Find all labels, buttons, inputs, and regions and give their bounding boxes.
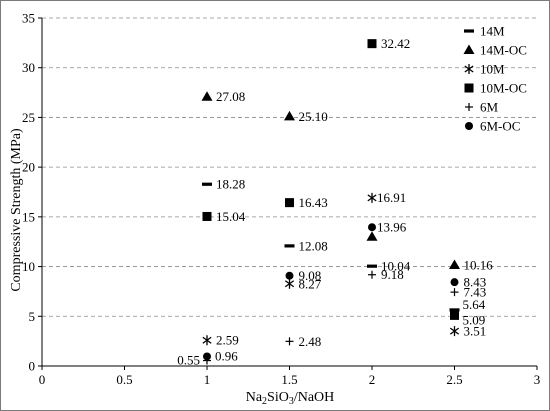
ticks: 0 5 10 15 20 25 30 35 0 0.5 1 1.5 2 2.5 3 [22,11,540,388]
x-axis-title-part2: SiO [267,390,289,405]
point-6M-OC-1.5 [285,271,294,280]
point-10M-2 [367,192,377,203]
legend-marker-6M-OC [465,122,473,130]
x-axis-title: Na2SiO3/NaOH [246,390,335,407]
point-10M-1 [202,335,212,346]
point-10M-OC-1 [202,211,212,221]
y-tick-label-25: 25 [22,110,35,125]
point-6M-2.5 [450,288,459,297]
legend-label-10M: 10M [480,62,505,77]
data-label-14M-2.5: 5.64 [463,297,486,312]
point-6M-OC-2.5 [450,278,459,287]
y-tick-label-35: 35 [22,11,35,26]
data-label-10M-1: 2.59 [216,333,239,348]
y-tick-label-15: 15 [22,209,35,224]
point-10M-OC-2.5 [450,310,459,320]
x-axis-title-sub1: 2 [262,396,267,407]
data-label-10M-2.5: 3.51 [464,324,487,339]
data-label-14M-OC-1: 27.08 [216,89,245,104]
point-14M-OC-1 [201,91,213,101]
data-label-6M-OC-1.5: 9.08 [299,268,322,283]
x-tick-label-0.5: 0.5 [116,372,132,387]
data-label-10M-OC-1: 15.04 [216,209,246,224]
legend: 14M 14M-OC 10M 10M-OC 6M 6M-OC [463,24,527,134]
x-tick-label-1: 1 [204,372,211,387]
point-14M-2 [367,264,377,268]
legend-marker-10M-OC [464,83,474,93]
data-label-6M-OC-1: 0.96 [215,348,238,363]
legend-marker-14M-OC [463,44,475,54]
x-axis-title-part1: Na [246,390,263,405]
data-label-6M-2.5: 7.43 [464,285,487,300]
y-axis-title: Compressive Strength (MPa) [9,128,24,292]
legend-label-14M-OC: 14M-OC [480,43,527,58]
data-label-6M-2: 9.18 [381,267,404,282]
y-tick-label-0: 0 [29,359,36,374]
data-label-10M-2: 16.91 [377,190,406,205]
point-6M-OC-2 [368,223,376,232]
legend-label-6M-OC: 6M-OC [480,119,520,134]
data-label-10M-OC-1.5: 16.43 [299,195,328,210]
x-axis-title-sub2: 3 [289,396,294,407]
point-6M-OC-1 [203,352,211,361]
data-label-6M-OC-2.5: 8.43 [464,275,487,290]
y-tick-label-5: 5 [29,309,36,324]
data-label-6M-1.5: 2.48 [299,334,322,349]
x-axis-title-part3: /NaOH [294,390,334,405]
legend-marker-6M [465,103,473,111]
data-labels: 18.28 12.08 10.04 5.64 27.08 25.10 10.16 2.59 8.… [177,36,493,367]
x-tick-label-1.5: 1.5 [281,372,297,387]
data-label-14M-2: 10.04 [381,259,411,274]
x-tick-label-0: 0 [39,372,46,387]
legend-label-14M: 14M [480,24,505,39]
y-tick-label-30: 30 [22,60,35,75]
point-14M-OC-1.5 [284,110,295,121]
data-marks [201,39,460,365]
x-tick-label-3: 3 [534,372,541,387]
legend-label-6M: 6M [480,100,499,115]
data-label-14M-OC-2.5: 10.16 [464,257,494,272]
data-label-10M-1.5: 8.27 [299,276,322,291]
legend-marker-10M [464,64,474,74]
data-label-14M-1: 18.28 [216,177,245,192]
data-label-14M-1.5: 12.08 [299,238,328,253]
point-6M-1.5 [285,337,294,346]
data-label-10M-OC-2.5: 5.09 [463,312,486,327]
legend-label-10M-OC: 10M-OC [480,81,527,96]
point-14M-1 [202,182,212,186]
point-14M-2.5 [449,308,460,312]
y-tick-label-20: 20 [22,160,35,175]
point-14M-OC-2 [366,231,378,241]
point-10M-2.5 [449,326,460,337]
legend-marker-14M [464,29,474,33]
point-10M-OC-1.5 [285,198,294,208]
data-label-6M-1: 0.55 [177,353,200,368]
point-10M-OC-2 [367,39,377,49]
point-14M-OC-2.5 [449,259,460,269]
point-6M-2 [368,270,376,279]
point-10M-1.5 [284,278,295,289]
x-tick-label-2: 2 [369,372,376,387]
data-label-10M-OC-2: 32.42 [381,36,410,51]
data-label-6M-OC-2: 13.96 [377,220,407,235]
data-label-14M-OC-1.5: 25.10 [299,109,328,124]
point-14M-1.5 [284,244,295,248]
x-tick-label-2.5: 2.5 [446,372,462,387]
y-tick-label-10: 10 [22,259,35,274]
